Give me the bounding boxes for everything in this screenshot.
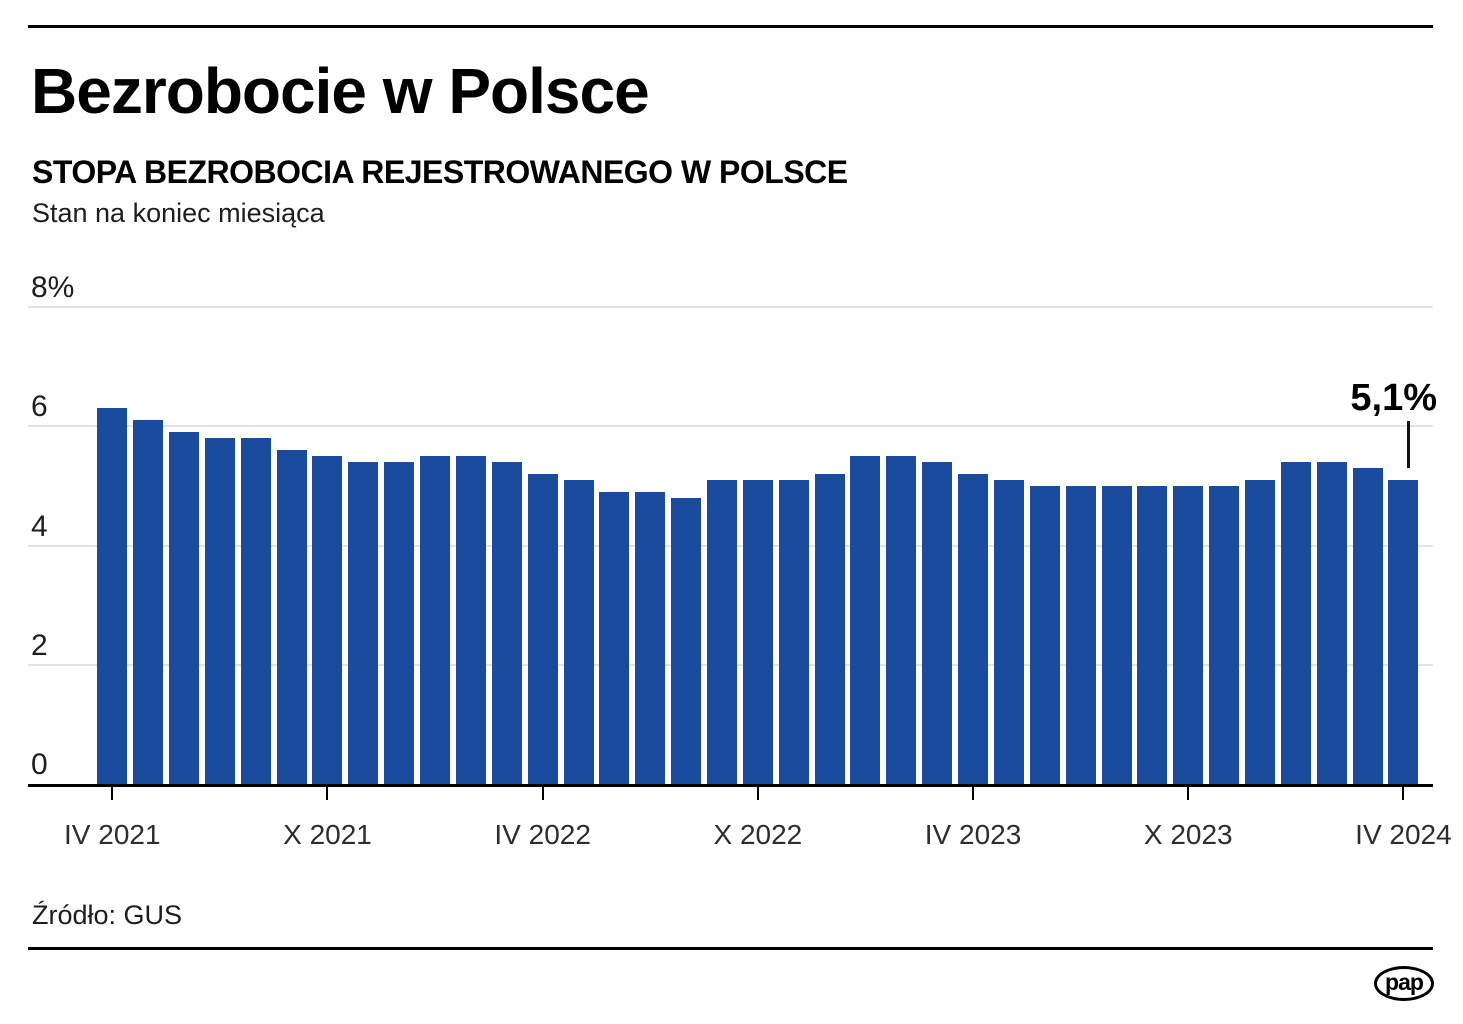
bar	[1352, 468, 1383, 784]
chart-description: Stan na koniec miesiąca	[32, 198, 325, 228]
bar	[276, 450, 307, 784]
bar	[1388, 479, 1419, 784]
x-tick-label: IV 2024	[1355, 819, 1452, 850]
y-gridline	[28, 306, 1433, 308]
source-note: Źródło: GUS	[32, 900, 183, 930]
bar	[97, 408, 128, 784]
y-tick-label: 6	[31, 390, 48, 424]
bar	[455, 456, 486, 784]
x-tick-label: IV 2021	[64, 819, 161, 850]
x-tick-label: X 2022	[713, 819, 803, 850]
bar	[850, 456, 881, 784]
bar	[778, 479, 809, 784]
y-tick-label: 8%	[31, 271, 75, 304]
y-gridline	[28, 425, 1433, 428]
y-tick-label: 2	[31, 628, 48, 662]
x-tick-label: IV 2022	[494, 819, 591, 850]
bar	[348, 462, 379, 784]
x-tick	[111, 787, 114, 800]
bar	[814, 473, 845, 784]
plot-area: 0 2 4 6 8% IV 2021 X 2021 IV 2022 X 2022 IV 2023 X…	[28, 273, 1452, 849]
x-axis	[28, 784, 1433, 787]
x-tick	[1187, 787, 1190, 800]
bar	[1101, 485, 1132, 784]
bar	[993, 479, 1024, 784]
bar	[1209, 485, 1240, 784]
bar	[707, 479, 737, 784]
bar	[133, 420, 164, 784]
bar	[1244, 479, 1275, 784]
chart-subtitle: STOPA BEZROBOCIA REJESTROWANEGO W POLSCE	[32, 154, 848, 190]
bar	[1173, 485, 1204, 784]
bar	[886, 456, 917, 784]
x-tick	[756, 787, 759, 800]
pap-logo: pap	[1374, 966, 1434, 1001]
annotation-label: 5,1%	[1350, 377, 1437, 419]
bar	[958, 473, 989, 784]
x-tick-label: IV 2023	[924, 819, 1022, 850]
x-tick-label: X 2023	[1143, 819, 1233, 850]
bar	[1029, 485, 1060, 784]
page-title: Bezrobocie w Polsce	[31, 55, 650, 127]
bar	[599, 491, 630, 784]
bar	[420, 456, 451, 784]
bar	[491, 462, 522, 784]
bottom-rule	[28, 947, 1433, 950]
bar	[671, 497, 702, 784]
bar	[1065, 485, 1096, 784]
bar	[922, 462, 953, 784]
bar	[1137, 485, 1168, 784]
y-tick-label: 0	[31, 748, 48, 781]
x-tick	[541, 787, 544, 800]
bar	[1280, 462, 1311, 784]
annotation-line	[1407, 421, 1410, 468]
x-tick-label: X 2021	[283, 819, 372, 850]
y-tick-label: 4	[31, 509, 48, 543]
x-tick	[972, 787, 975, 800]
x-tick	[1402, 787, 1405, 800]
bar	[1316, 462, 1347, 784]
bar	[563, 479, 594, 784]
bar	[384, 462, 415, 784]
x-tick	[326, 787, 329, 800]
bar	[527, 473, 558, 784]
bar	[312, 456, 343, 784]
bar	[742, 479, 773, 784]
top-rule	[28, 25, 1433, 28]
bar	[635, 491, 666, 784]
pap-logo-text: pap	[1385, 969, 1424, 995]
bar	[204, 438, 235, 784]
bar	[240, 438, 271, 784]
bar	[169, 432, 200, 784]
